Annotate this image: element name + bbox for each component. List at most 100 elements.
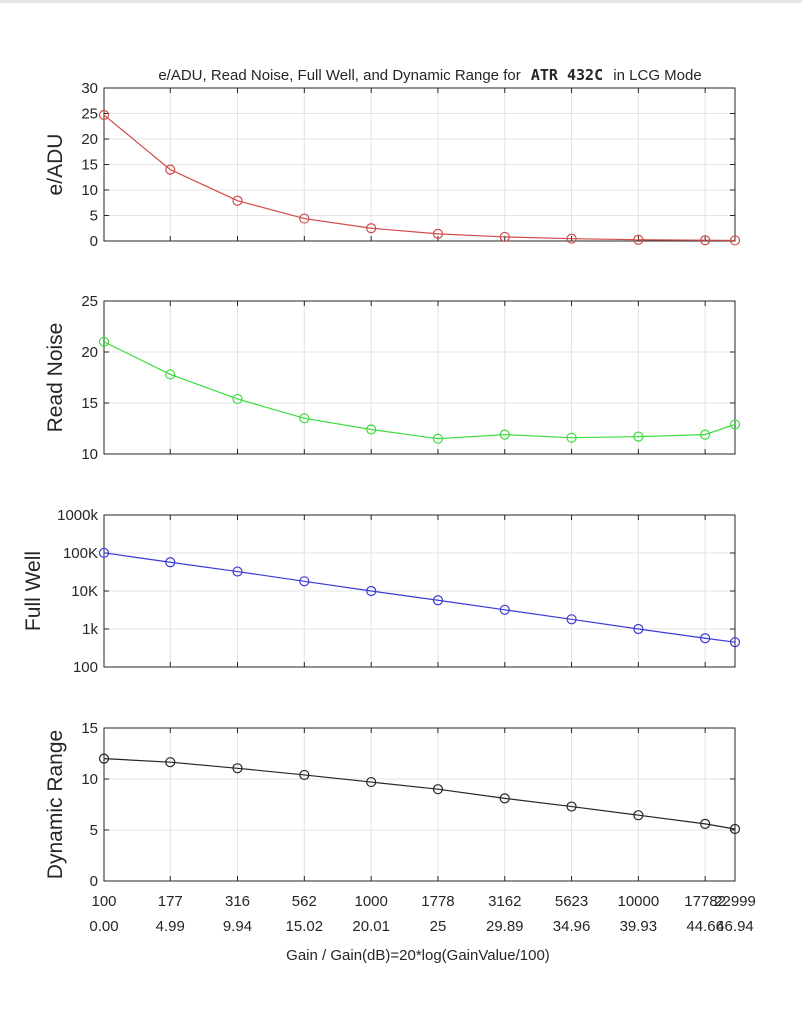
panel-2-axes-box — [103, 300, 736, 455]
panel-2-series-segment — [103, 341, 171, 375]
panel-3-ytick-label: 100 — [73, 659, 98, 676]
panel-1-point — [165, 164, 176, 175]
panel-2-ytick-label: 10 — [81, 446, 98, 463]
x-tick-label-gain: 177 — [158, 893, 183, 910]
panel-3-point — [366, 585, 377, 597]
panel-4-series-segment — [504, 797, 572, 808]
panel-2-ytick-label: 25 — [81, 293, 98, 310]
panel-1-ylabel: e/ADU — [44, 134, 67, 196]
panel-1-ytick-label: 15 — [81, 157, 98, 174]
x-tick-label-db: 39.93 — [620, 918, 658, 935]
panel-4-ytick-label: 5 — [90, 822, 98, 839]
panel-4-point — [98, 753, 110, 764]
panel-3-point — [700, 633, 711, 644]
panel-4-point — [499, 793, 510, 804]
panel-2-point — [299, 413, 310, 424]
x-tick-label-gain: 1778 — [421, 893, 454, 910]
x-tick-label-gain: 3162 — [488, 893, 521, 910]
x-tick-label-db: 20.01 — [352, 918, 390, 935]
panel-4-point — [165, 757, 176, 768]
panel-2: 10 15 20 25 Read Noise — [44, 293, 741, 463]
panel-1-series-segment — [304, 217, 372, 229]
chart-title-camera: ATR 432C — [531, 66, 603, 84]
panel-1-series-segment — [170, 169, 238, 202]
panel-3-series-segment — [103, 552, 171, 563]
panel-2-point — [432, 433, 444, 444]
panel-2-point — [700, 429, 711, 440]
panel-3-series-segment — [170, 561, 238, 573]
panel-2-series-segment — [371, 428, 439, 440]
panel-2-ylabel: Read Noise — [44, 323, 67, 433]
panel-1-point — [98, 109, 110, 121]
panel-4-axes-box — [103, 727, 736, 882]
chart-title-main: e/ADU, Read Noise, Full Well, and Dynami… — [158, 67, 520, 84]
x-tick-label-gain: 1000 — [354, 893, 387, 910]
panel-3-point — [633, 623, 644, 635]
panel-2-series-segment — [304, 417, 372, 431]
panel-4-point — [232, 763, 243, 774]
panel-4-point — [633, 810, 644, 821]
panel-1-ytick-label: 0 — [90, 233, 98, 250]
panel-1-point — [633, 234, 644, 245]
panel-4: 0 5 10 15 Dynamic Range — [44, 720, 741, 890]
x-tick-label-gain: 17782 — [684, 893, 726, 910]
panel-4-point — [366, 776, 377, 788]
chart-title: e/ADU, Read Noise, Full Well, and Dynami… — [158, 66, 701, 84]
panel-1-ytick-label: 30 — [81, 80, 98, 97]
panel-2-point — [366, 424, 377, 435]
panel-1-series-segment — [571, 238, 639, 241]
panel-3-point — [232, 566, 243, 577]
x-axis: 100 0.00 177 4.99 316 9.94 562 15.02 1000 20.01 17… — [89, 893, 755, 935]
x-tick-label-db: 25 — [430, 918, 447, 935]
panel-1-point — [700, 235, 711, 246]
panel-3-ytick-label: 100K — [63, 545, 98, 562]
x-tick-label-gain: 316 — [225, 893, 250, 910]
panel-1-point — [499, 231, 510, 243]
panel-4-ytick-label: 0 — [90, 873, 98, 890]
panel-4-ytick-label: 15 — [81, 720, 98, 737]
panel-1-series-segment — [437, 233, 505, 238]
panel-1-series-segment — [237, 200, 305, 220]
panel-3-point — [432, 595, 444, 606]
panel-3-ytick-label: 1k — [82, 621, 98, 638]
panel-4-series-segment — [304, 774, 372, 783]
panel-4-point — [566, 801, 577, 812]
top-strip — [0, 0, 802, 3]
panel-2-series-segment — [571, 436, 639, 439]
panel-2-point — [232, 393, 243, 405]
panel-3-series-segment — [371, 590, 439, 601]
panel-3-series-segment — [237, 570, 305, 582]
panel-3-series-segment — [638, 628, 706, 639]
panel-4-series-segment — [103, 758, 171, 763]
x-tick-label-db: 34.96 — [553, 918, 591, 935]
panel-3-ytick-label: 10K — [71, 583, 98, 600]
panel-3-point — [566, 614, 577, 625]
panel-2-series-segment — [437, 434, 505, 440]
x-tick-label-db: 0.00 — [89, 918, 118, 935]
panel-3: 100 1k 10K 100K 1000k Full Well — [22, 507, 741, 676]
panel-1-ytick-label: 5 — [90, 208, 98, 225]
panel-3-point — [165, 557, 176, 568]
panel-3-ylabel: Full Well — [22, 551, 45, 631]
panel-3-series-segment — [304, 580, 372, 592]
panel-4-ytick-label: 10 — [81, 771, 98, 788]
panel-3-point — [98, 547, 110, 558]
chart-title-suffix: in LCG Mode — [613, 67, 701, 84]
panel-2-point — [98, 336, 110, 347]
panel-1-series-segment — [371, 227, 439, 235]
panel-3-series-segment — [504, 609, 572, 620]
panel-3-ytick-label: 1000k — [57, 507, 98, 524]
x-tick-label-gain: 5623 — [555, 893, 588, 910]
panel-4-point — [432, 784, 444, 795]
panel-4-point — [700, 818, 711, 829]
panel-2-series-segment — [237, 398, 305, 419]
panel-4-ylabel: Dynamic Range — [44, 730, 67, 879]
panel-1: 0 5 10 15 20 25 30 e/ADU — [44, 80, 741, 250]
panel-4-series-segment — [437, 788, 505, 799]
panel-1-point — [232, 195, 243, 206]
panel-2-point — [566, 432, 577, 443]
x-tick-label-db: 29.89 — [486, 918, 524, 935]
x-axis-label: Gain / Gain(dB)=20*log(GainValue/100) — [286, 947, 550, 964]
